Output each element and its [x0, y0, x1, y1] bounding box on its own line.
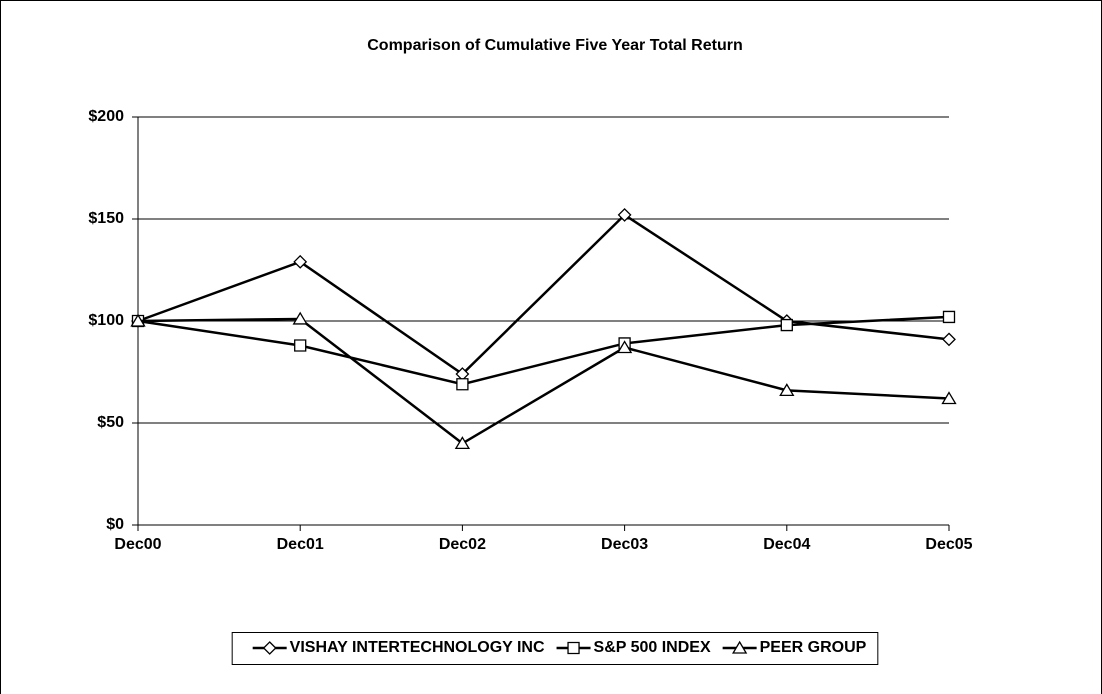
y-tick-label: $0: [106, 516, 124, 533]
legend: VISHAY INTERTECHNOLOGY INC S&P 500 INDEX P…: [231, 632, 879, 665]
chart-title: Comparison of Cumulative Five Year Total…: [367, 37, 742, 54]
data-point: [292, 311, 308, 325]
y-tick-label: $100: [88, 312, 124, 329]
y-tick-label: $150: [88, 210, 124, 227]
data-point: [780, 318, 793, 332]
data-point: [941, 391, 957, 405]
legend-box: [231, 632, 879, 665]
legend-label: PEER GROUP: [760, 639, 867, 656]
data-point: [779, 383, 795, 397]
data-point: [293, 254, 308, 269]
x-tick-label: Dec03: [601, 536, 648, 553]
data-point: [617, 208, 632, 222]
x-tick-label: Dec02: [439, 536, 486, 553]
data-point: [454, 436, 471, 450]
series-line: [137, 317, 950, 445]
y-tick-label: $200: [88, 108, 124, 125]
data-point: [456, 378, 469, 391]
legend-marker: [731, 640, 748, 654]
x-tick-label: Dec01: [277, 536, 324, 553]
data-point: [942, 310, 956, 324]
data-point: [294, 339, 307, 352]
x-tick-label: Dec05: [925, 536, 972, 553]
legend-marker: [567, 641, 580, 655]
series-line: [137, 315, 950, 386]
x-tick-label: Dec04: [763, 536, 810, 553]
legend-label: S&P 500 INDEX: [594, 639, 711, 656]
x-tick-label: Dec00: [114, 536, 161, 553]
legend-label: VISHAY INTERTECHNOLOGY INC: [290, 639, 545, 656]
data-point: [130, 313, 146, 327]
data-point: [616, 340, 633, 354]
y-tick-label: $50: [97, 414, 124, 431]
legend-marker: [262, 641, 277, 655]
data-point: [942, 332, 956, 347]
